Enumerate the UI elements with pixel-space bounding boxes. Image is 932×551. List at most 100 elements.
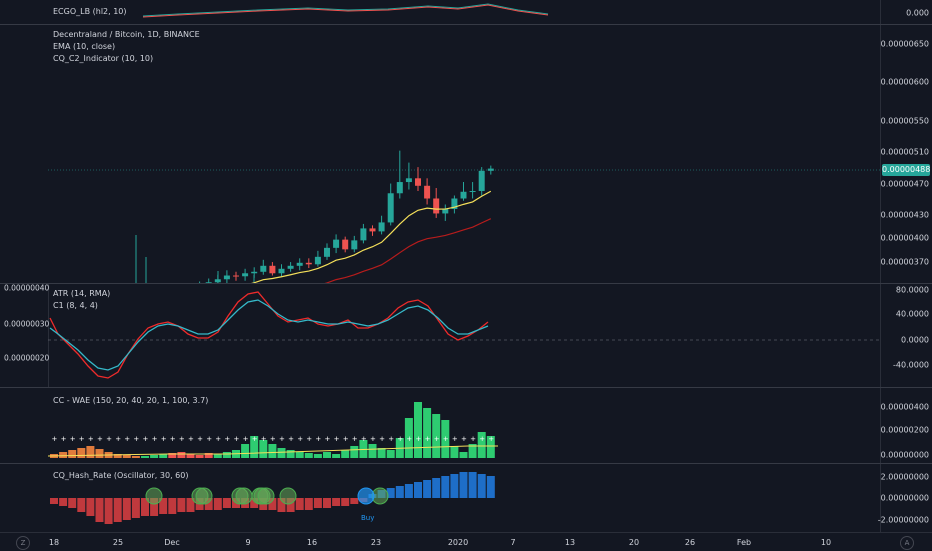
atr-pane[interactable]: 0.00000040 0.00000030 0.00000020 ATR (14… bbox=[0, 284, 932, 387]
candles bbox=[199, 150, 494, 283]
hash-bar bbox=[59, 498, 68, 506]
time-label: 20 bbox=[628, 538, 640, 547]
wae-bar bbox=[286, 450, 295, 458]
pane-separator[interactable] bbox=[0, 24, 932, 25]
wae-legend[interactable]: CC - WAE (150, 20, 40, 20, 1, 100, 3.7) bbox=[53, 396, 209, 405]
hash-bar bbox=[250, 498, 259, 508]
wae-bar bbox=[423, 408, 432, 458]
wae-explosion-dot: + bbox=[234, 435, 240, 443]
hash-signal-circle bbox=[235, 487, 253, 505]
hash-bar bbox=[404, 484, 413, 498]
wae-bar bbox=[95, 449, 104, 458]
atr-left-label: 0.00000040 bbox=[4, 284, 50, 293]
wae-bar bbox=[213, 454, 222, 458]
wae-plot[interactable]: + + + + + + + + + + + + + + + + + + + + + + + + + + + + + + + + + + + + + + + +… bbox=[48, 388, 880, 463]
ecgo-pane[interactable]: ECGO_LB (hl2, 10) 0.000 bbox=[0, 0, 932, 24]
wae-bar bbox=[186, 454, 195, 458]
wae-explosion-dot: + bbox=[461, 435, 467, 443]
wae-bar bbox=[68, 450, 77, 458]
hash-bar bbox=[486, 476, 495, 498]
main-price-pane[interactable]: Decentraland / Bitcoin, 1D, BINANCE EMA … bbox=[0, 25, 932, 283]
candle-body bbox=[451, 198, 458, 209]
price-scale-label: 0.00000400 bbox=[880, 233, 929, 243]
ecgo-legend[interactable]: ECGO_LB (hl2, 10) bbox=[53, 7, 127, 16]
hash-rate-pane[interactable]: CQ_Hash_Rate (Oscillator, 30, 60) Buy 2.… bbox=[0, 464, 932, 532]
wae-bar bbox=[404, 418, 413, 458]
hash-scale-label: -2.00000000 bbox=[877, 515, 929, 525]
candle-body bbox=[214, 279, 221, 283]
price-scale-label: 0.00000430 bbox=[880, 210, 929, 220]
wae-bar bbox=[332, 454, 341, 458]
wae-bar bbox=[195, 455, 204, 458]
atr-left-scale[interactable]: 0.00000040 0.00000030 0.00000020 bbox=[0, 284, 49, 387]
candle-body bbox=[324, 247, 330, 257]
main-legend-c2[interactable]: CQ_C2_Indicator (10, 10) bbox=[53, 54, 154, 63]
wae-explosion-dot: + bbox=[306, 435, 312, 443]
wae-bar bbox=[259, 440, 268, 458]
wae-explosion-dot: + bbox=[388, 435, 394, 443]
zoom-icon[interactable]: Z bbox=[16, 536, 30, 550]
hash-bar bbox=[141, 498, 149, 516]
auto-scale-icon[interactable]: A bbox=[900, 536, 914, 550]
hash-bar bbox=[168, 498, 177, 514]
hash-scale[interactable]: 2.00000000 0.00000000 -2.00000000 bbox=[877, 464, 932, 532]
main-price-scale[interactable]: 0.00000650 0.00000600 0.00000550 0.00000… bbox=[880, 25, 932, 283]
hash-bar bbox=[95, 498, 104, 522]
ema-line bbox=[251, 190, 492, 283]
wae-bar bbox=[277, 448, 286, 458]
candle-body bbox=[278, 268, 285, 274]
hash-bar bbox=[131, 498, 140, 518]
wae-bar bbox=[159, 454, 168, 458]
atr-plot[interactable] bbox=[48, 284, 880, 387]
atr-chart[interactable] bbox=[48, 284, 880, 387]
atr-right-scale[interactable]: 80.0000 40.0000 0.0000 -40.0000 bbox=[880, 284, 932, 387]
candle-body bbox=[296, 262, 303, 266]
pane-separator[interactable] bbox=[0, 387, 932, 388]
time-label: 9 bbox=[245, 538, 251, 547]
wae-explosion-dot: + bbox=[406, 435, 412, 443]
candle-body bbox=[387, 193, 394, 223]
hash-bar bbox=[204, 498, 213, 510]
main-legend-symbol[interactable]: Decentraland / Bitcoin, 1D, BINANCE bbox=[53, 30, 200, 39]
wae-explosion-dot: + bbox=[297, 435, 303, 443]
price-scale-label: 0.00000510 bbox=[880, 147, 929, 157]
wae-bar bbox=[377, 448, 386, 458]
hash-bar bbox=[341, 498, 350, 506]
time-label: 16 bbox=[306, 538, 318, 547]
candlestick-chart[interactable] bbox=[48, 25, 880, 283]
hash-legend[interactable]: CQ_Hash_Rate (Oscillator, 30, 60) bbox=[53, 471, 189, 480]
hash-bar bbox=[332, 498, 341, 506]
time-label: 26 bbox=[684, 538, 696, 547]
wae-explosion-dot: + bbox=[188, 435, 194, 443]
wae-bar bbox=[323, 452, 331, 458]
wae-explosion-dot: + bbox=[70, 435, 76, 443]
main-legend-ema[interactable]: EMA (10, close) bbox=[53, 42, 116, 51]
candle-body bbox=[424, 185, 431, 199]
ecgo-price-scale[interactable]: 0.000 bbox=[880, 0, 932, 24]
wae-bar bbox=[59, 452, 68, 458]
hash-rate-histogram[interactable] bbox=[48, 464, 880, 532]
hash-bar bbox=[177, 498, 186, 512]
wae-scale[interactable]: 0.00000400 0.00000200 0.00000000 bbox=[880, 388, 932, 463]
hash-plot[interactable] bbox=[48, 464, 880, 532]
hash-bar bbox=[77, 498, 86, 512]
hash-signal-circle bbox=[257, 487, 275, 505]
atr-legend[interactable]: ATR (14, RMA) bbox=[53, 289, 111, 298]
price-scale-label: 0.00000600 bbox=[880, 77, 929, 87]
ecgo-scale-label: 0.000 bbox=[906, 8, 929, 18]
time-label: Feb bbox=[736, 538, 752, 547]
pane-separator[interactable] bbox=[0, 463, 932, 464]
wae-pane[interactable]: + + + + + + + + + + + + + + + + + + + + + + + + + + + + + + + + + + + + + + + +… bbox=[0, 388, 932, 463]
atr-left-label: 0.00000020 bbox=[4, 353, 50, 363]
c1-legend[interactable]: C1 (8, 4, 4) bbox=[53, 301, 98, 310]
hash-bar bbox=[468, 472, 477, 498]
wae-histogram[interactable]: + + + + + + + + + + + + + + + + + + + + + + + + + + + + + + + + + + + + + + + +… bbox=[48, 388, 880, 463]
candle-body bbox=[369, 228, 376, 232]
wae-explosion-dot: + bbox=[133, 435, 139, 443]
wae-explosion-dot: + bbox=[215, 435, 221, 443]
pane-separator[interactable] bbox=[0, 283, 932, 284]
time-axis[interactable]: Z 18 25 Dec 9 16 23 2020 7 13 20 26 Feb … bbox=[0, 532, 932, 551]
ecgo-plot[interactable] bbox=[48, 0, 880, 24]
wae-explosion-dot: + bbox=[179, 435, 185, 443]
main-plot[interactable] bbox=[48, 25, 880, 283]
